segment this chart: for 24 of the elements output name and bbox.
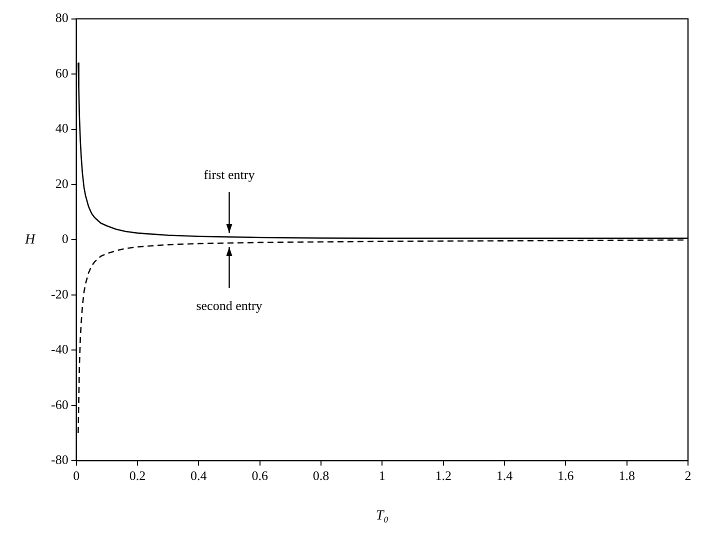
- x-tick-label: 0.4: [190, 468, 208, 483]
- y-tick-label: -60: [50, 396, 68, 412]
- x-tick-label: 0.8: [312, 468, 330, 483]
- y-tick-label: -20: [50, 286, 68, 302]
- x-axis-title: T₀: [376, 508, 389, 524]
- y-axis-title: H: [24, 232, 36, 248]
- x-tick-label: 2: [684, 468, 692, 483]
- x-tick-label: 1.2: [435, 468, 452, 483]
- y-tick-label: -40: [50, 342, 68, 357]
- y-tick-label: 40: [55, 120, 68, 136]
- x-tick-label: 1.6: [558, 468, 574, 483]
- x-tick-label: 0: [73, 468, 80, 483]
- y-tick-label: 0: [62, 231, 68, 246]
- y-tick-label: 20: [55, 176, 68, 191]
- annotation: second entry: [196, 298, 263, 313]
- annotation: first entry: [204, 166, 256, 182]
- x-tick-label: 1.4: [496, 468, 514, 483]
- x-tick-label: 1: [378, 468, 386, 483]
- x-tick-label: 0.2: [129, 468, 146, 483]
- y-tick-label: 80: [55, 10, 68, 26]
- x-tick-label: 0.6: [252, 468, 268, 483]
- x-tick-label: 1.8: [618, 468, 635, 483]
- y-tick-label: 60: [55, 65, 68, 80]
- y-tick-label: -80: [50, 452, 68, 468]
